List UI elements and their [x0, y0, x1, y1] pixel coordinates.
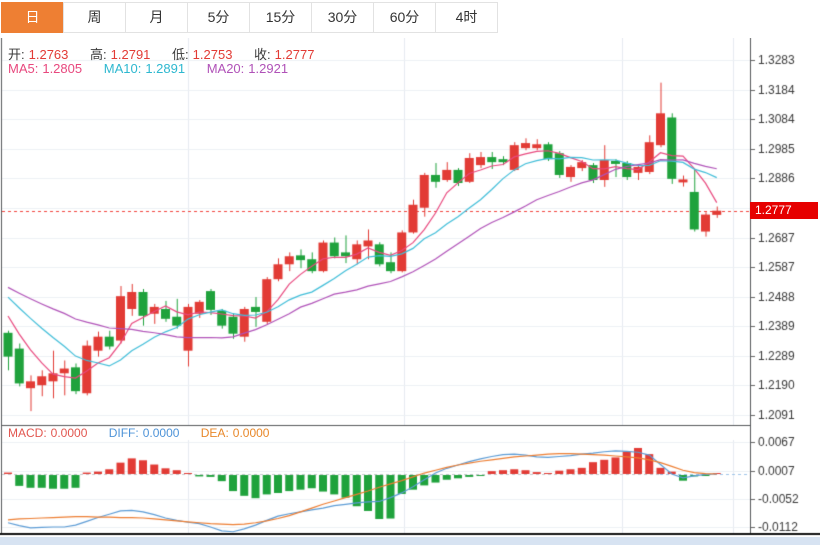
- ma10-value: 1.2891: [145, 61, 186, 76]
- ma5-label: MA5:: [8, 61, 39, 76]
- high-label: 高:: [90, 47, 107, 62]
- tab-60min[interactable]: 60分: [373, 2, 436, 33]
- last-price-badge: 1.2777: [750, 202, 818, 219]
- dea-value: 0.0000: [232, 426, 270, 440]
- close-label: 收:: [254, 47, 271, 62]
- macd-label: MACD:: [8, 426, 47, 440]
- ma20-label: MA20:: [206, 61, 245, 76]
- dea-label: DEA:: [200, 426, 229, 440]
- high-value: 1.2791: [110, 47, 151, 62]
- diff-value: 0.0000: [142, 426, 180, 440]
- low-value: 1.2753: [192, 47, 233, 62]
- macd-value: 0.0000: [50, 426, 88, 440]
- ohlc-readout: 开: 1.2763 高: 1.2791 低: 1.2753 收: 1.2777: [8, 44, 318, 63]
- ma-readout: MA5: 1.2805 MA10: 1.2891 MA20: 1.2921: [8, 61, 292, 76]
- tab-daily[interactable]: 日: [1, 2, 64, 33]
- tab-15min[interactable]: 15分: [249, 2, 312, 33]
- period-tabbar: 日周月 5分 15分 30分 60分 4时: [1, 2, 498, 33]
- ma10-label: MA10:: [103, 61, 142, 76]
- candlestick-macd-chart[interactable]: [0, 38, 820, 545]
- tab-4hour[interactable]: 4时: [435, 2, 498, 33]
- ma20-value: 1.2921: [248, 61, 289, 76]
- low-label: 低:: [172, 47, 189, 62]
- close-value: 1.2777: [274, 47, 315, 62]
- tab-monthly[interactable]: 月: [125, 2, 188, 33]
- macd-readout: MACD: 0.0000 DIFF: 0.0000 DEA: 0.0000: [8, 426, 273, 440]
- bottom-scrollbar: [0, 537, 820, 545]
- ma5-value: 1.2805: [42, 61, 83, 76]
- open-label: 开:: [8, 47, 25, 62]
- diff-label: DIFF:: [108, 426, 139, 440]
- tab-weekly[interactable]: 周: [63, 2, 126, 33]
- tab-30min[interactable]: 30分: [311, 2, 374, 33]
- tab-5min[interactable]: 5分: [187, 2, 250, 33]
- open-value: 1.2763: [28, 47, 69, 62]
